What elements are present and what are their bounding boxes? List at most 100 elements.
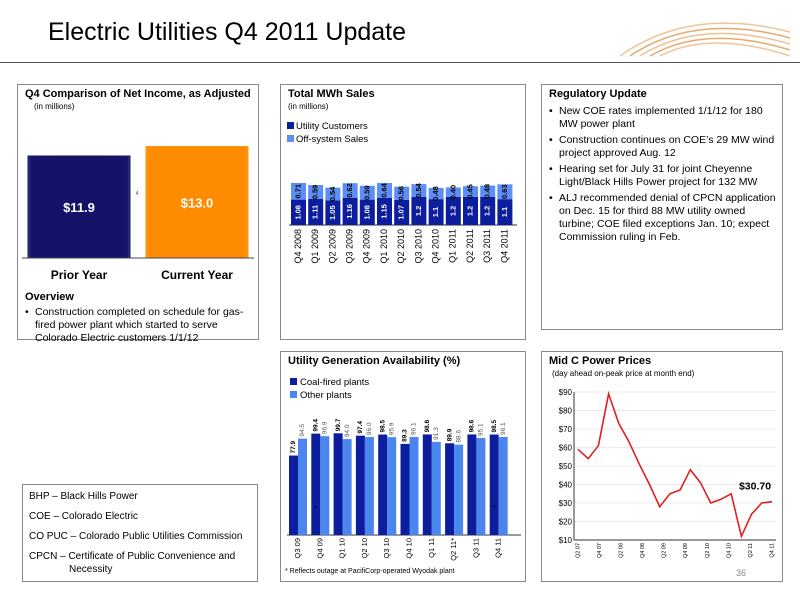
availability-outage-marker: * — [314, 505, 317, 512]
net-income-category-label: Current Year — [161, 268, 233, 282]
availability-coal-bar — [355, 435, 365, 535]
net-income-bar-group — [145, 146, 249, 259]
availability-panel: Utility Generation Availability (%) Coal… — [280, 351, 526, 582]
availability-category-label: Q1 11 — [427, 538, 436, 558]
regulatory-title: Regulatory Update — [549, 88, 647, 100]
overview-item: Construction completed on schedule for g… — [25, 306, 257, 345]
mwh-category-label: Q4 2009 — [362, 229, 372, 264]
midc-x-tick-label: Q4 08 — [640, 543, 646, 558]
midc-y-tick-label: $30 — [559, 499, 573, 508]
mwh-offsystem-label: 0.63 — [500, 184, 509, 199]
net-income-footnote-marker: 4 — [136, 191, 139, 197]
abbreviations-panel: BHP – Black Hills Power COE – Colorado El… — [22, 484, 258, 582]
mwh-offsystem-bar — [497, 184, 513, 200]
mwh-utility-label: 1.07 — [397, 205, 406, 220]
availability-other-bar — [498, 436, 508, 535]
mwh-category-label: Q2 2009 — [327, 229, 337, 264]
midc-x-tick-label: Q4 07 — [597, 543, 603, 558]
availability-other-label: 88.6 — [455, 430, 462, 443]
mwh-offsystem-bar — [480, 185, 496, 197]
regulatory-panel: Regulatory Update New COE rates implemen… — [541, 84, 783, 330]
availability-legend-swatch — [290, 378, 297, 385]
availability-category-label: Q4 10 — [404, 538, 413, 558]
mwh-offsystem-label: 0.48 — [431, 186, 440, 201]
net-income-category-label: Prior Year — [51, 268, 108, 282]
company-logo — [619, 22, 791, 57]
mwh-subtitle: (in millions) — [288, 102, 329, 111]
mwh-category-label: Q3 2009 — [344, 229, 354, 264]
availability-category-label: Q2 11* — [449, 538, 458, 561]
availability-coal-bar — [400, 443, 410, 535]
mwh-offsystem-bar — [359, 185, 375, 200]
mwh-offsystem-bar — [308, 185, 324, 199]
midc-y-tick-label: $50 — [559, 462, 573, 471]
mwh-offsystem-bar — [463, 186, 478, 197]
mwh-offsystem-label: 0.62 — [345, 183, 354, 198]
mwh-category-label: Q1 2010 — [379, 229, 389, 264]
availability-coal-bar — [467, 434, 477, 535]
midc-x-tick-label: Q2 08 — [619, 543, 625, 558]
mwh-category-label: Q3 2011 — [482, 229, 492, 263]
mwh-offsystem-bar — [377, 182, 392, 198]
mwh-utility-bar — [411, 196, 427, 225]
abbreviation-item: CO PUC – Colorado Public Utilities Commi… — [29, 531, 243, 542]
net-income-bar-group — [27, 155, 131, 259]
availability-category-label: Q4 11 — [494, 538, 503, 558]
net-income-value-label: $13.0 — [181, 195, 214, 210]
mwh-offsystem-bar — [342, 183, 358, 198]
page-title: Electric Utilities Q4 2011 Update — [48, 18, 407, 46]
availability-coal-bar — [378, 434, 388, 535]
regulatory-item: Construction continues on COE’s 29 MW wi… — [549, 134, 779, 160]
mwh-utility-label: 1.2 — [483, 206, 492, 216]
mwh-sales-panel: Total MWh Sales (in millions) Utility Cu… — [280, 84, 526, 340]
availability-category-label: Q2 10 — [360, 538, 369, 558]
availability-coal-bar — [333, 433, 343, 535]
mwh-legend-label: Utility Customers — [296, 121, 368, 132]
availability-other-label: 95.9 — [388, 422, 395, 435]
mwh-offsystem-bar — [411, 184, 427, 197]
availability-coal-bar — [289, 455, 298, 535]
availability-coal-label: 99.7 — [335, 418, 342, 431]
mwh-utility-bar — [359, 199, 375, 225]
regulatory-item: ALJ recommended denial of CPCN applicati… — [549, 192, 779, 244]
mwh-utility-label: 1.11 — [311, 205, 320, 219]
overview-heading: Overview — [25, 291, 74, 303]
mwh-category-label: Q2 2011 — [465, 229, 475, 263]
availability-other-bar — [431, 441, 441, 535]
midc-x-tick-label: Q2 10 — [705, 543, 711, 558]
net-income-bar-shade — [172, 149, 222, 258]
availability-coal-label: 99.4 — [313, 419, 320, 432]
mwh-utility-bar — [445, 196, 461, 225]
mwh-category-label: Q2 2010 — [396, 229, 406, 264]
midc-x-tick-label: Q2 07 — [575, 543, 581, 558]
midc-x-tick-label: Q2 09 — [662, 543, 668, 558]
mwh-category-label: Q1 2011 — [448, 229, 458, 263]
mwh-utility-bar — [377, 197, 392, 225]
mwh-offsystem-bar — [325, 187, 341, 201]
availability-category-label: Q4 09 — [315, 538, 324, 558]
mwh-offsystem-bar — [291, 182, 306, 200]
availability-chart: Coal-fired plants Other plants 77.994.5 Q3 … — [287, 377, 521, 561]
midc-y-tick-label: $40 — [559, 481, 573, 490]
mwh-offsystem-label: 0.59 — [362, 185, 371, 200]
availability-other-label: 94.5 — [299, 424, 306, 437]
availability-other-label: 96.0 — [366, 422, 373, 435]
mwh-utility-bar — [325, 200, 341, 225]
availability-title: Utility Generation Availability (%) — [288, 355, 461, 367]
availability-category-label: Q3 09 — [293, 538, 302, 558]
midc-y-tick-label: $90 — [559, 388, 573, 397]
mwh-category-label: Q4 2011 — [499, 229, 509, 263]
mwh-offsystem-label: 0.54 — [328, 186, 337, 201]
midc-x-tick-label: Q4 09 — [683, 543, 689, 558]
mwh-utility-bar — [394, 199, 410, 225]
midc-y-tick-label: $70 — [559, 425, 573, 434]
availability-coal-bar — [311, 433, 321, 535]
mwh-utility-label: 1.08 — [293, 205, 302, 220]
mwh-chart: Utility Customers Off-system Sales 1.08 0.7… — [287, 121, 517, 264]
net-income-subtitle: (in millions) — [34, 102, 75, 111]
mwh-legend-label: Off-system Sales — [296, 134, 368, 145]
availability-coal-label: 97.4 — [357, 421, 364, 434]
availability-other-bar — [409, 436, 419, 535]
midc-panel: Mid C Power Prices (day ahead on-peak pr… — [541, 351, 783, 582]
net-income-value-label: $11.9 — [63, 200, 95, 215]
